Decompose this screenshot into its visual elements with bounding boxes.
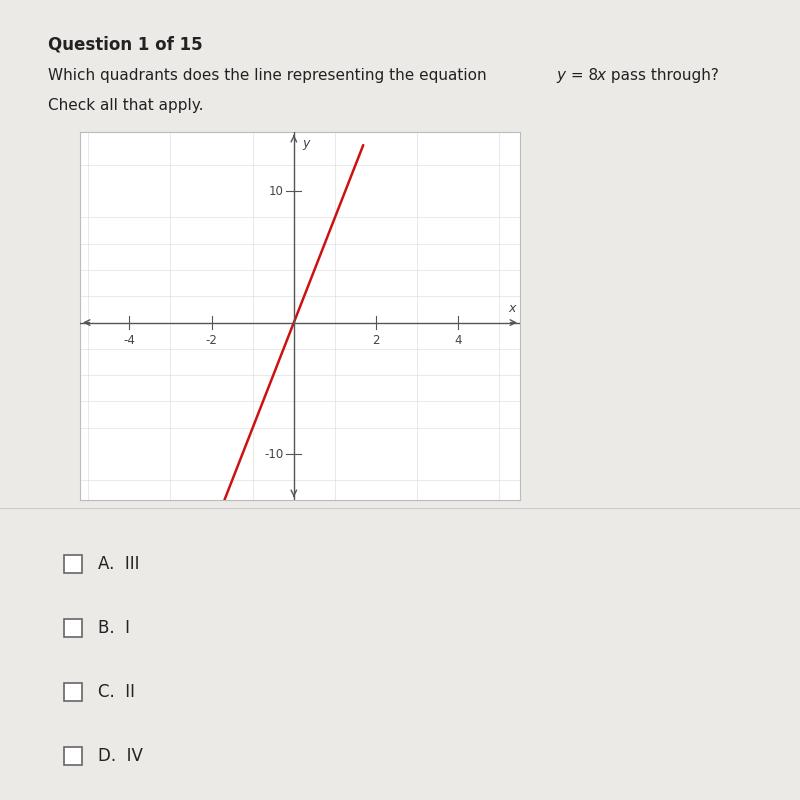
Text: 4: 4 <box>454 334 462 347</box>
Text: A.  III: A. III <box>98 555 139 573</box>
Text: = 8: = 8 <box>566 68 598 83</box>
Text: -2: -2 <box>206 334 218 347</box>
Text: y: y <box>302 138 310 150</box>
Text: x: x <box>509 302 516 314</box>
Text: D.  IV: D. IV <box>98 747 142 765</box>
Text: -10: -10 <box>264 447 283 461</box>
Text: B.  I: B. I <box>98 619 130 637</box>
Text: pass through?: pass through? <box>606 68 718 83</box>
Text: 2: 2 <box>372 334 380 347</box>
Text: -4: -4 <box>123 334 135 347</box>
Text: Which quadrants does the line representing the equation: Which quadrants does the line representi… <box>48 68 491 83</box>
Text: Question 1 of 15: Question 1 of 15 <box>48 36 202 54</box>
Text: x: x <box>596 68 605 83</box>
Text: C.  II: C. II <box>98 683 134 701</box>
Text: y: y <box>557 68 566 83</box>
Text: 10: 10 <box>269 185 283 198</box>
Text: Check all that apply.: Check all that apply. <box>48 98 203 113</box>
